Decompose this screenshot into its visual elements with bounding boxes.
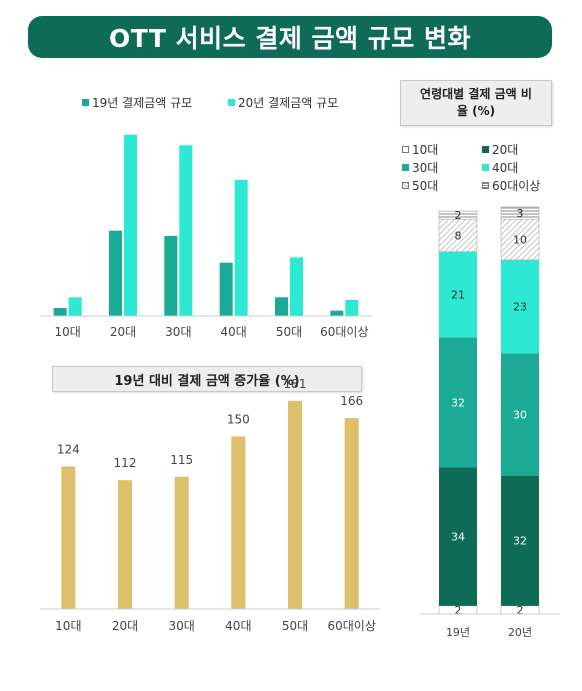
x-tick-label: 60대이상	[320, 325, 368, 339]
ratio-value-label: 23	[513, 301, 527, 314]
ratio-stacked-chart: 2 34 32 21 8 2 19년 2 32 30 23 10 3 20년	[420, 206, 560, 639]
ratio-legend-10s: 10대	[402, 141, 438, 158]
growth-value-label: 112	[114, 456, 137, 470]
amount-bar-chart: 10대 20대 30대 40대 50대 60대이상	[40, 134, 372, 339]
x-tick-label: 50대	[276, 325, 302, 339]
ratio-value-label: 34	[451, 531, 465, 544]
ratio-segment	[500, 206, 540, 220]
x-tick-label: 10대	[55, 325, 81, 339]
ratio-legend-label: 50대	[412, 179, 439, 193]
growth-bar-chart: 124 10대 112 20대 115 30대 150 40대 181 50대 166 60대이상	[40, 377, 380, 633]
ratio-legend-50s: 50대	[402, 177, 438, 194]
ratio-value-label: 2	[455, 209, 462, 222]
ratio-segment	[439, 251, 477, 338]
x-tick-label: 60대이상	[327, 619, 375, 633]
amount-bar	[345, 300, 359, 316]
page-title-banner: OTT 서비스 결제 금액 규모 변화	[28, 16, 552, 58]
ratio-legend-60s: 60대이상	[482, 177, 540, 194]
amount-bar	[164, 236, 178, 316]
growth-value-label: 181	[284, 377, 307, 391]
x-tick-label: 50대	[282, 619, 308, 633]
ratio-chart-title: 연령대별 결제 금액 비율 (%)	[420, 87, 532, 118]
x-tick-label: 19년	[446, 626, 470, 639]
growth-bar	[118, 480, 132, 609]
growth-value-label: 150	[227, 413, 250, 427]
x-tick-label: 30대	[165, 325, 191, 339]
ratio-legend-label: 30대	[412, 161, 439, 175]
legend-label-2020: 20년 결제금액 규모	[238, 96, 339, 110]
legend-label-2019: 19년 결제금액 규모	[92, 96, 193, 110]
ratio-legend-swatch	[482, 182, 489, 189]
amount-bar	[109, 230, 122, 316]
ratio-segment	[439, 337, 477, 468]
ratio-value-label: 2	[517, 604, 524, 617]
growth-chart-title-box: 19년 대비 결제 금액 증가율 (%)	[52, 366, 362, 392]
growth-bar	[231, 436, 246, 609]
ratio-segment	[501, 353, 539, 476]
growth-chart-title: 19년 대비 결제 금액 증가율 (%)	[114, 373, 300, 389]
ratio-value-label: 10	[513, 234, 527, 247]
page-title: OTT 서비스 결제 금액 규모 변화	[109, 24, 471, 53]
ratio-segment	[501, 259, 539, 354]
legend-swatch-2020	[228, 99, 235, 106]
ratio-segment	[438, 210, 478, 220]
ratio-value-label: 32	[451, 396, 465, 409]
growth-bar	[61, 466, 76, 609]
ratio-chart-title-box: 연령대별 결제 금액 비율 (%)	[400, 80, 552, 126]
growth-bar	[344, 418, 359, 609]
ratio-value-label: 8	[455, 229, 462, 242]
ratio-segment	[439, 467, 477, 606]
ratio-value-label: 21	[451, 289, 465, 302]
chart1-legend-2019: 19년 결제금액 규모	[82, 94, 192, 111]
x-tick-label: 20대	[110, 325, 136, 339]
x-tick-label: 20년	[508, 626, 532, 639]
chart1-legend-2020: 20년 결제금액 규모	[228, 94, 338, 111]
amount-bar	[179, 145, 193, 316]
ratio-legend-label: 60대이상	[492, 179, 541, 193]
amount-bar	[219, 262, 233, 316]
growth-bar	[174, 476, 189, 609]
growth-value-label: 115	[170, 453, 193, 467]
amount-bar	[275, 297, 288, 316]
x-tick-label: 10대	[55, 619, 81, 633]
ratio-legend-swatch	[482, 164, 489, 171]
ratio-legend-40s: 40대	[482, 159, 518, 176]
ratio-legend-label: 40대	[492, 161, 519, 175]
amount-bar	[124, 134, 137, 316]
amount-bar	[68, 297, 82, 316]
growth-bar	[288, 400, 302, 609]
x-tick-label: 40대	[221, 325, 247, 339]
ratio-segment	[501, 475, 539, 606]
amount-bar	[234, 180, 248, 316]
x-tick-label: 30대	[169, 619, 195, 633]
ratio-value-label: 3	[517, 207, 524, 220]
ratio-legend-label: 20대	[492, 143, 519, 157]
ratio-legend-30s: 30대	[402, 159, 438, 176]
ratio-value-label: 30	[513, 409, 527, 422]
ratio-value-label: 2	[455, 604, 462, 617]
growth-value-label: 166	[340, 394, 363, 408]
amount-bar	[330, 310, 344, 316]
ratio-legend-20s: 20대	[482, 141, 518, 158]
ratio-legend-swatch	[482, 146, 489, 153]
growth-value-label: 124	[57, 442, 80, 456]
legend-swatch-2019	[82, 99, 89, 106]
amount-bar	[53, 308, 67, 316]
ratio-value-label: 32	[513, 535, 527, 548]
x-tick-label: 40대	[225, 619, 251, 633]
x-tick-label: 20대	[112, 619, 138, 633]
ratio-legend-swatch	[402, 146, 409, 153]
ratio-legend-swatch	[402, 182, 409, 189]
ratio-legend-swatch	[402, 164, 409, 171]
amount-bar	[290, 257, 303, 316]
ratio-legend-label: 10대	[412, 143, 439, 157]
